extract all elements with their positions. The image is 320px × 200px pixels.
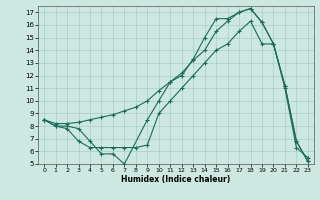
X-axis label: Humidex (Indice chaleur): Humidex (Indice chaleur) <box>121 175 231 184</box>
